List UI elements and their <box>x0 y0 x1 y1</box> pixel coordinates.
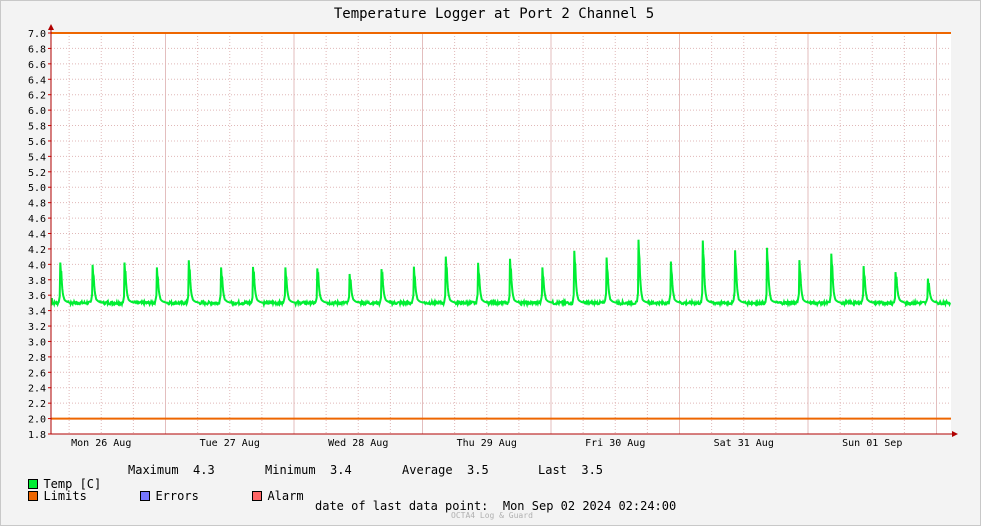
y-tick-label: 4.4 <box>28 230 46 241</box>
minimum-label: Minimum <box>265 463 316 477</box>
last-data-point: date of last data point: Mon Sep 02 2024… <box>315 499 676 513</box>
y-tick-label: 6.2 <box>28 91 46 102</box>
limit-lines <box>51 32 951 420</box>
y-tick-label: 7.0 <box>28 29 46 40</box>
limits-swatch <box>28 491 39 501</box>
legend-average: Average 3.5 <box>402 463 489 477</box>
y-tick-label: 1.8 <box>28 430 46 441</box>
y-axis-ticks: 1.8 2.0 2.2 2.4 2.6 2.8 3.0 3.2 3.4 3.6 3.8 4.0 4.2 4… <box>28 29 51 441</box>
y-tick-label: 3.4 <box>28 307 46 318</box>
y-tick-label: 5.0 <box>28 183 46 194</box>
y-tick-label: 6.6 <box>28 60 46 71</box>
y-tick-label: 4.6 <box>28 214 46 225</box>
x-axis-arrow <box>952 431 958 437</box>
x-tick-label: Fri 30 Aug <box>585 438 645 449</box>
last-value: 3.5 <box>581 463 604 477</box>
x-axis-labels: Mon 26 Aug Tue 27 Aug Wed 28 Aug Thu 29 Aug… <box>71 438 902 449</box>
maximum-value: 4.3 <box>193 463 215 477</box>
legend-maximum: Maximum 4.3 <box>128 463 215 477</box>
y-tick-label: 6.0 <box>28 106 46 117</box>
y-tick-label: 2.4 <box>28 384 46 395</box>
errors-label: Errors <box>155 489 199 503</box>
y-axis-arrow <box>48 24 54 30</box>
y-tick-label: 2.0 <box>28 415 46 426</box>
average-value: 3.5 <box>467 463 489 477</box>
y-tick-label: 5.6 <box>28 137 46 148</box>
x-tick-label: Tue 27 Aug <box>200 438 260 449</box>
y-tick-label: 2.2 <box>28 399 46 410</box>
y-tick-label: 6.8 <box>28 44 46 55</box>
average-label: Average <box>402 463 453 477</box>
watermark: OCTA4 Log & Guard <box>451 511 533 520</box>
x-tick-label: Thu 29 Aug <box>457 438 517 449</box>
alarm-label: Alarm <box>267 489 304 503</box>
y-tick-label: 6.4 <box>28 75 46 86</box>
x-tick-label: Sun 01 Sep <box>842 438 902 449</box>
x-tick-label: Wed 28 Aug <box>328 438 388 449</box>
y-tick-label: 5.2 <box>28 168 46 179</box>
temperature-series <box>51 239 952 309</box>
legend-row-1: Temp [C] <box>14 463 101 491</box>
y-tick-label: 5.4 <box>28 152 46 163</box>
legend-limits: Limits <box>14 475 87 503</box>
y-tick-label: 3.0 <box>28 337 46 348</box>
legend-errors: Errors <box>126 475 199 503</box>
legend-alarm: Alarm <box>238 475 304 503</box>
legend-last: Last 3.5 <box>538 463 603 477</box>
y-tick-label: 2.8 <box>28 353 46 364</box>
last-label: Last <box>538 463 567 477</box>
y-tick-label: 3.2 <box>28 322 46 333</box>
legend-temp-label: Temp [C] <box>43 477 102 491</box>
grid <box>51 32 951 435</box>
temperature-line <box>51 239 952 309</box>
last-point-label: date of last data point: <box>315 499 489 513</box>
y-tick-label: 4.8 <box>28 199 46 210</box>
y-tick-label: 5.8 <box>28 122 46 133</box>
x-tick-label: Sat 31 Aug <box>714 438 774 449</box>
minimum-value: 3.4 <box>330 463 352 477</box>
y-tick-label: 2.6 <box>28 368 46 379</box>
y-tick-label: 4.0 <box>28 260 46 271</box>
limits-label: Limits <box>43 489 87 503</box>
y-tick-label: 4.2 <box>28 245 46 256</box>
alarm-swatch <box>252 491 263 501</box>
chart-title: Temperature Logger at Port 2 Channel 5 <box>334 6 654 22</box>
maximum-label: Maximum <box>128 463 179 477</box>
last-point-value: Mon Sep 02 2024 02:24:00 <box>502 499 677 513</box>
temp-swatch <box>28 479 39 489</box>
x-tick-label: Mon 26 Aug <box>71 438 131 449</box>
y-tick-label: 3.8 <box>28 276 46 287</box>
errors-swatch <box>140 491 151 501</box>
axes <box>48 24 958 437</box>
y-tick-label: 3.6 <box>28 291 46 302</box>
legend-minimum: Minimum 3.4 <box>265 463 352 477</box>
